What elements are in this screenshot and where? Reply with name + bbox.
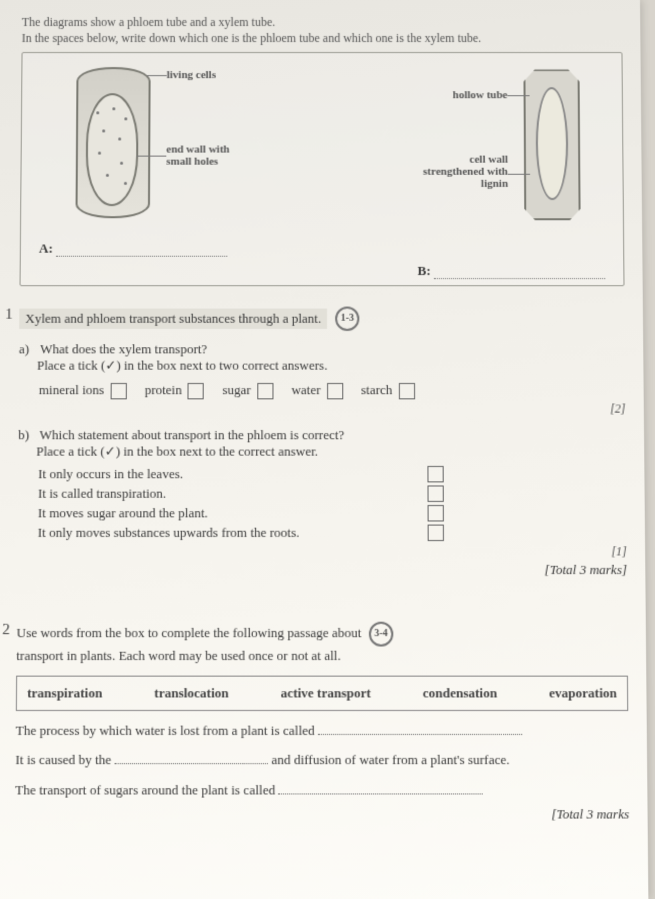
- diagram-a: living cells end wall with small holes: [35, 63, 302, 234]
- word-transpiration: transpiration: [27, 685, 102, 702]
- checkbox[interactable]: [427, 466, 443, 482]
- question-2: 2 Use words from the box to complete the…: [15, 622, 629, 822]
- intro-line2: In the spaces below, write down which on…: [22, 30, 623, 46]
- answer-a-prefix: A:: [39, 241, 53, 256]
- opt-mineral-ions: mineral ions: [39, 382, 127, 399]
- label-hollow-tube: hollow tube: [453, 90, 508, 102]
- word-translocation: translocation: [154, 685, 228, 702]
- stmt-4: It only moves substances upwards from th…: [38, 525, 444, 541]
- blank-2[interactable]: [115, 752, 268, 765]
- checkbox[interactable]: [427, 486, 443, 502]
- q1a-question: What does the xylem transport?: [40, 342, 207, 357]
- q1a-letter: a): [19, 342, 37, 358]
- q2-total: [Total 3 marks: [15, 806, 629, 823]
- label-end-wall: end wall with small holes: [166, 144, 256, 168]
- worksheet-page: The diagrams show a phloem tube and a xy…: [0, 0, 648, 899]
- checkbox[interactable]: [327, 383, 343, 399]
- q1b-letter: b): [18, 427, 36, 443]
- opt-protein: protein: [145, 382, 205, 399]
- answer-a[interactable]: A:: [39, 241, 227, 257]
- word-condensation: condensation: [423, 685, 498, 702]
- q1b: b) Which statement about transport in th…: [17, 427, 627, 578]
- q1b-instruction: Place a tick (✓) in the box next to the …: [36, 444, 318, 459]
- checkbox[interactable]: [398, 383, 414, 399]
- q2-grade-badge: 3-4: [369, 622, 393, 647]
- blank-3[interactable]: [278, 781, 483, 794]
- word-evaporation: evaporation: [549, 685, 617, 702]
- opt-water: water: [291, 382, 342, 399]
- fill-para-3: The transport of sugars around the plant…: [15, 778, 629, 801]
- checkbox[interactable]: [257, 383, 273, 399]
- stmt-2: It is called transpiration.: [38, 486, 444, 502]
- label-living-cells: living cells: [167, 69, 216, 81]
- stmt-1: It only occurs in the leaves.: [38, 466, 444, 482]
- diagram-box: living cells end wall with small holes h…: [20, 52, 625, 286]
- q2-intro: Use words from the box to complete the f…: [16, 625, 393, 663]
- fill-para-1: The process by which water is lost from …: [16, 720, 629, 743]
- q1b-mark: [1]: [17, 545, 627, 560]
- opt-sugar: sugar: [222, 382, 273, 399]
- q1-grade-badge: 1-3: [335, 307, 359, 331]
- q1-title: Xylem and phloem transport substances th…: [19, 309, 327, 329]
- checkbox[interactable]: [428, 505, 444, 521]
- blank-1[interactable]: [318, 723, 522, 736]
- word-active-transport: active transport: [281, 685, 371, 702]
- opt-starch: starch: [361, 382, 415, 399]
- intro-line1: The diagrams show a phloem tube and a xy…: [22, 14, 623, 30]
- q2-number: 2: [2, 622, 10, 640]
- stmt-3: It moves sugar around the plant.: [38, 505, 444, 521]
- diagram-b: hollow tube cell wall strengthened with …: [342, 63, 609, 234]
- checkbox[interactable]: [110, 383, 126, 399]
- question-1: 1 Xylem and phloem transport substances …: [17, 307, 627, 579]
- q1b-statements: It only occurs in the leaves. It is call…: [38, 466, 627, 541]
- q1b-question: Which statement about transport in the p…: [39, 427, 344, 442]
- answer-b[interactable]: B:: [417, 263, 605, 279]
- q1a: a) What does the xylem transport? Place …: [18, 342, 625, 418]
- intro-text: The diagrams show a phloem tube and a xy…: [22, 14, 623, 46]
- q1a-options: mineral ions protein sugar water starch: [39, 382, 626, 399]
- label-cell-wall: cell wall strengthened with lignin: [417, 154, 508, 190]
- q1a-instruction: Place a tick (✓) in the box next to two …: [37, 358, 328, 373]
- word-box: transpiration translocation active trans…: [16, 676, 628, 711]
- q1-total: [Total 3 marks]: [17, 562, 627, 579]
- fill-para-2: It is caused by the and diffusion of wat…: [15, 749, 628, 772]
- checkbox[interactable]: [428, 525, 444, 541]
- q1a-mark: [2]: [18, 402, 625, 417]
- answer-b-prefix: B:: [417, 263, 430, 278]
- checkbox[interactable]: [188, 383, 204, 399]
- q1-number: 1: [5, 307, 13, 324]
